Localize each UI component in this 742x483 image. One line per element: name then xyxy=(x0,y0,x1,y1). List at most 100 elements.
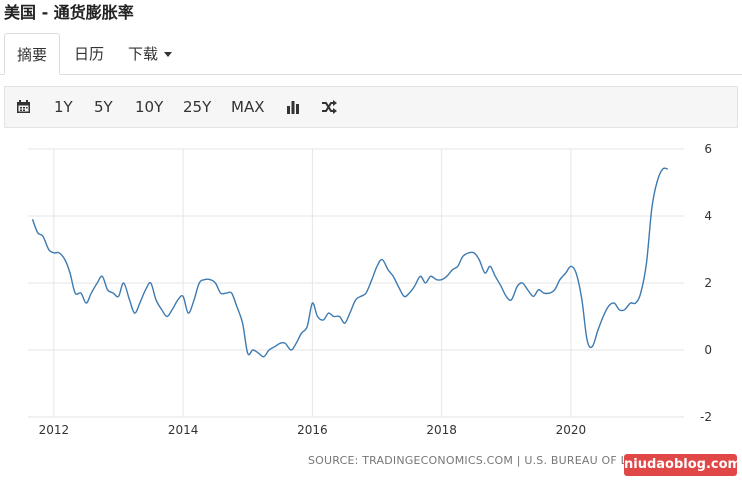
data-point[interactable] xyxy=(52,251,56,255)
data-point[interactable] xyxy=(456,264,460,268)
data-point[interactable] xyxy=(299,331,303,335)
data-point[interactable] xyxy=(396,284,400,288)
data-point[interactable] xyxy=(127,298,131,302)
data-point[interactable] xyxy=(133,311,137,315)
data-point[interactable] xyxy=(202,278,206,282)
data-point[interactable] xyxy=(343,321,347,325)
data-point[interactable] xyxy=(483,271,487,275)
tab-calendar[interactable]: 日历 xyxy=(62,33,116,75)
data-point[interactable] xyxy=(655,181,659,185)
compare-button[interactable] xyxy=(321,87,338,127)
range-10y-button[interactable]: 10Y xyxy=(135,98,164,116)
data-point[interactable] xyxy=(36,231,40,235)
data-point[interactable] xyxy=(160,308,164,312)
data-point[interactable] xyxy=(617,308,621,312)
data-point[interactable] xyxy=(41,234,45,238)
data-point[interactable] xyxy=(380,258,384,262)
data-point[interactable] xyxy=(149,281,153,285)
data-point[interactable] xyxy=(429,274,433,278)
data-point[interactable] xyxy=(585,338,589,342)
data-point[interactable] xyxy=(628,301,632,305)
range-max-button[interactable]: MAX xyxy=(231,98,265,116)
data-point[interactable] xyxy=(208,278,212,282)
data-point[interactable] xyxy=(294,341,298,345)
data-point[interactable] xyxy=(639,291,643,295)
data-point[interactable] xyxy=(316,315,320,319)
data-point[interactable] xyxy=(262,355,266,359)
data-point[interactable] xyxy=(553,288,557,292)
data-point[interactable] xyxy=(542,291,546,295)
data-point[interactable] xyxy=(445,274,449,278)
data-point[interactable] xyxy=(154,298,158,302)
data-point[interactable] xyxy=(440,278,444,282)
data-point[interactable] xyxy=(105,288,109,292)
data-point[interactable] xyxy=(493,274,497,278)
data-point[interactable] xyxy=(537,288,541,292)
data-point[interactable] xyxy=(251,348,255,352)
data-point[interactable] xyxy=(79,291,83,295)
data-point[interactable] xyxy=(257,351,261,355)
data-point[interactable] xyxy=(192,298,196,302)
data-point[interactable] xyxy=(434,278,438,282)
data-point[interactable] xyxy=(186,311,190,315)
data-point[interactable] xyxy=(219,291,223,295)
data-point[interactable] xyxy=(170,308,174,312)
data-point[interactable] xyxy=(111,291,115,295)
data-point[interactable] xyxy=(375,264,379,268)
data-point[interactable] xyxy=(122,281,126,285)
data-point[interactable] xyxy=(31,217,35,221)
data-point[interactable] xyxy=(47,248,51,252)
data-point[interactable] xyxy=(241,321,245,325)
data-point[interactable] xyxy=(407,291,411,295)
data-point[interactable] xyxy=(235,304,239,308)
chart-type-button[interactable] xyxy=(286,87,300,127)
data-point[interactable] xyxy=(57,251,61,255)
data-point[interactable] xyxy=(224,291,228,295)
data-point[interactable] xyxy=(321,318,325,322)
data-point[interactable] xyxy=(488,264,492,268)
data-point[interactable] xyxy=(526,288,530,292)
data-point[interactable] xyxy=(569,264,573,268)
data-point[interactable] xyxy=(100,274,104,278)
data-point[interactable] xyxy=(63,258,67,262)
data-point[interactable] xyxy=(310,301,314,305)
data-point[interactable] xyxy=(144,288,148,292)
data-point[interactable] xyxy=(267,348,271,352)
data-point[interactable] xyxy=(666,167,670,171)
data-point[interactable] xyxy=(181,294,185,298)
data-point[interactable] xyxy=(451,268,455,272)
series-line[interactable] xyxy=(31,167,668,358)
data-point[interactable] xyxy=(230,291,234,295)
data-point[interactable] xyxy=(504,294,508,298)
data-point[interactable] xyxy=(197,281,201,285)
tab-summary[interactable]: 摘要 xyxy=(4,33,60,75)
data-point[interactable] xyxy=(531,294,535,298)
tab-download[interactable]: 下载 xyxy=(118,33,182,75)
data-point[interactable] xyxy=(283,341,287,345)
data-point[interactable] xyxy=(580,298,584,302)
data-point[interactable] xyxy=(73,291,77,295)
data-point[interactable] xyxy=(305,325,309,329)
data-point[interactable] xyxy=(391,274,395,278)
data-point[interactable] xyxy=(650,207,654,211)
data-point[interactable] xyxy=(327,311,331,315)
data-point[interactable] xyxy=(359,294,363,298)
range-5y-button[interactable]: 5Y xyxy=(94,98,113,116)
data-point[interactable] xyxy=(472,251,476,255)
data-point[interactable] xyxy=(84,301,88,305)
range-25y-button[interactable]: 25Y xyxy=(183,98,212,116)
data-point[interactable] xyxy=(601,315,605,319)
range-1y-button[interactable]: 1Y xyxy=(54,98,73,116)
data-point[interactable] xyxy=(138,301,142,305)
data-point[interactable] xyxy=(612,301,616,305)
data-point[interactable] xyxy=(515,284,519,288)
data-point[interactable] xyxy=(548,291,552,295)
data-point[interactable] xyxy=(386,268,390,272)
data-point[interactable] xyxy=(176,298,180,302)
calendar-button[interactable] xyxy=(16,87,31,127)
data-point[interactable] xyxy=(596,328,600,332)
data-point[interactable] xyxy=(645,261,649,265)
data-point[interactable] xyxy=(338,315,342,319)
data-point[interactable] xyxy=(213,281,217,285)
data-point[interactable] xyxy=(95,281,99,285)
